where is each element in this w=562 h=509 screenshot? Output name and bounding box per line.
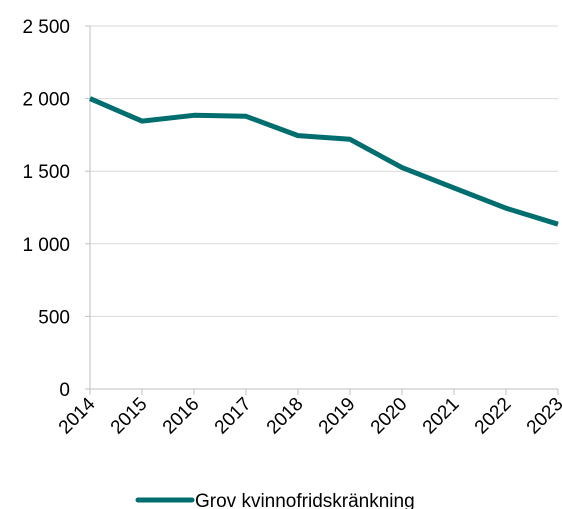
x-tick-label: 2017 (211, 394, 256, 439)
x-tick-label: 2018 (263, 394, 308, 439)
axes (85, 25, 559, 395)
y-tick-label: 500 (38, 307, 70, 328)
y-tick-label: 2 000 (22, 90, 70, 111)
series-line-0 (89, 96, 559, 227)
x-tick-label: 2016 (159, 394, 204, 439)
y-tick-label: 1 500 (22, 162, 70, 183)
x-tick-label: 2015 (107, 394, 152, 439)
x-tick-label: 2020 (367, 394, 412, 439)
legend-label: Grov kvinnofridskränkning (195, 491, 415, 509)
x-tick-label: 2022 (471, 394, 516, 439)
y-tick-labels: 0 500 1 000 1 500 2 000 2 500 (22, 17, 70, 401)
x-tick-label: 2021 (419, 394, 464, 439)
y-tick-label: 2 500 (22, 17, 70, 38)
gridlines (90, 25, 558, 317)
y-tick-label: 0 (59, 380, 70, 401)
x-tick-label: 2019 (315, 394, 360, 439)
legend: Grov kvinnofridskränkning (135, 491, 415, 509)
x-tick-labels: 2014 2015 2016 2017 2018 2019 2020 2021 2022 2023 (55, 393, 562, 438)
x-tick-label: 2023 (523, 394, 562, 439)
series (89, 96, 559, 227)
y-tick-label: 1 000 (22, 235, 70, 256)
